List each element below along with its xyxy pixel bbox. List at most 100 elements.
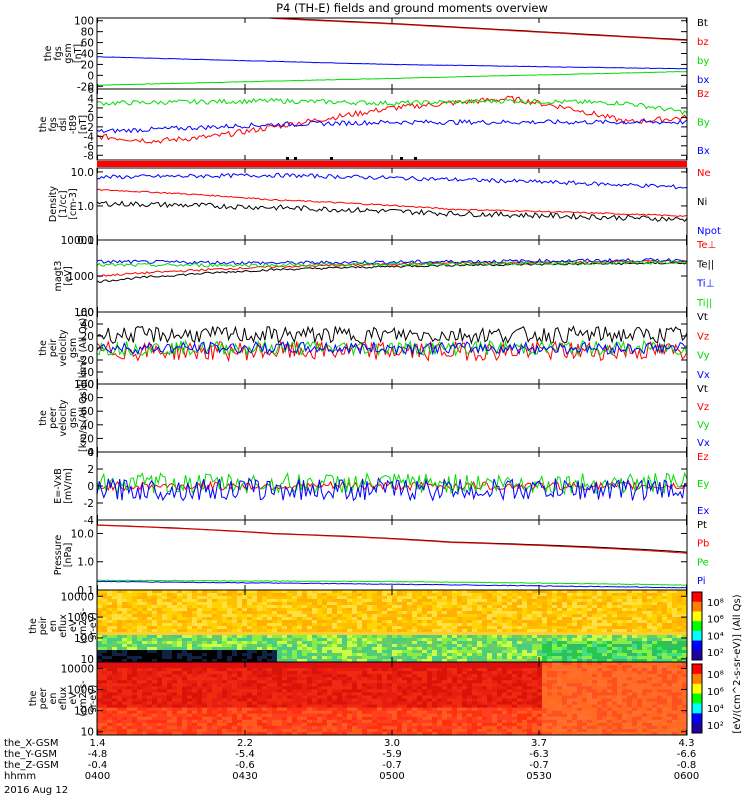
legend-entry: Ex: [697, 506, 709, 517]
y-tick-label: 60: [81, 406, 94, 418]
y-tick-label: -60: [77, 379, 94, 391]
ephemeris-footer: 2016 Aug 12 the_X-GSM 1.4 2.2 3.0 3.7 4.3 the_…: [4, 738, 699, 796]
footer-value: 3.0: [384, 738, 400, 749]
colorbar-tick-label: 10²: [707, 648, 724, 659]
legend-entry: bz: [697, 37, 709, 48]
colorbar-segment: [692, 693, 702, 704]
y-axis-label: peer: [48, 407, 59, 429]
colorbar-frame: [691, 663, 703, 734]
footer-value: -5.4: [235, 749, 255, 760]
series-group: [97, 325, 687, 363]
series-line-bx: [97, 56, 687, 70]
footer-value: 0430: [232, 771, 257, 782]
y-tick-label: 10: [81, 727, 94, 739]
legend-entry: Vz: [697, 331, 709, 342]
legend-entry: Npot: [697, 226, 721, 237]
footer-row-label: the_Y-GSM: [4, 749, 57, 760]
y-tick-label: 0: [87, 343, 94, 355]
legend-entry: bx: [697, 75, 709, 86]
footer-value: 0400: [85, 771, 110, 782]
series-line-bz: [262, 18, 687, 41]
y-tick-label: 1000: [67, 271, 94, 283]
y-tick-label: -8: [84, 150, 94, 162]
panel-8: 10.0 1.0 0.1 Pressure [nPa] Pt Pb Pe Pi: [53, 519, 709, 597]
legend-entry: Vt: [697, 384, 708, 395]
legend-entry: Vx: [697, 438, 710, 449]
y-tick-label: 40: [81, 319, 94, 331]
colorbar-1: 10⁸ 10⁶ 10⁴ 10²: [691, 591, 724, 661]
y-axis-label: the: [43, 46, 54, 62]
spectrogram: [97, 662, 687, 735]
series-line-Pi: [97, 580, 687, 589]
footer-value: -0.4: [88, 760, 108, 771]
y-tick-label: 20: [81, 331, 94, 343]
colorbar-segment: [692, 703, 702, 714]
series-group: [97, 524, 687, 589]
y-axis-label: (cm2-s-: [78, 680, 89, 716]
footer-value: 4.3: [679, 738, 695, 749]
y-tick-label: -2: [84, 122, 94, 134]
y-tick-label: 100: [74, 706, 94, 718]
colorbar-tick-label: 10⁸: [707, 598, 724, 609]
mode-marker: [294, 157, 297, 160]
panel-frame: [96, 88, 688, 161]
y-tick-label: 60: [81, 38, 94, 50]
mode-marker: [330, 157, 333, 160]
y-axis-label: [mV/m]: [63, 468, 74, 504]
series-line-Pe: [97, 579, 687, 586]
y-axis-label: eV: [68, 619, 79, 632]
y-tick-label: 1.0: [77, 201, 94, 213]
y-axis-label: the: [28, 618, 39, 634]
footer-value: -6.3: [529, 749, 549, 760]
y-tick-label: 0: [87, 447, 94, 459]
series-line-Bx: [97, 118, 687, 134]
footer-value: -6.6: [677, 749, 697, 760]
legend-entry: Vy: [697, 351, 710, 362]
y-tick-label: 10: [81, 654, 94, 666]
spectrogram: [97, 590, 687, 662]
colorbar-tick-label: 10⁶: [707, 615, 724, 626]
colorbar-tick-label: 10⁴: [707, 704, 724, 715]
y-axis-label: en: [48, 620, 59, 632]
y-tick-label: 80: [81, 393, 94, 405]
footer-value: -0.7: [382, 760, 402, 771]
y-axis-label: Density: [48, 186, 59, 222]
y-axis-label: peir: [38, 617, 49, 636]
footer-value: 0600: [674, 771, 699, 782]
series-line-Ni: [97, 200, 687, 223]
series-line-By: [97, 97, 687, 116]
series-line-Vx: [97, 340, 687, 356]
colorbar-tick-label: 10⁴: [707, 631, 724, 642]
y-axis-label: [nT]: [78, 115, 89, 134]
colorbar-segment: [692, 713, 702, 724]
legend-entry: Ez: [697, 452, 709, 463]
footer-value: 0500: [379, 771, 404, 782]
y-tick-label: 6: [87, 84, 94, 96]
y-axis-label: [cm-3]: [68, 188, 79, 219]
y-tick-label: 80: [81, 27, 94, 39]
mode-marker: [414, 157, 417, 160]
legend-entry: Ni: [697, 197, 707, 208]
panel-9: 10000 1000 100 10 the peir en eflux eV (cm2-s-sr-…: [28, 589, 688, 666]
legend-entry: Ti||: [696, 298, 712, 309]
y-tick-label: 0: [87, 70, 94, 82]
footer-value: -0.6: [235, 760, 255, 771]
y-tick-label: -4: [84, 131, 95, 143]
y-axis-label: [nPa]: [63, 543, 74, 568]
footer-row-label: hhmm: [4, 771, 36, 782]
footer-value: -0.7: [529, 760, 549, 771]
footer-value: 1.4: [90, 738, 106, 749]
colorbar-segment: [692, 611, 702, 622]
panel-frame: [96, 383, 688, 453]
colorbar-segment: [692, 683, 702, 694]
y-tick-label: 10000: [61, 591, 94, 603]
y-tick-label: -40: [77, 367, 94, 379]
series-line-Pb: [97, 524, 687, 554]
y-axis-label: [km/s (All Qs)]: [78, 314, 89, 382]
colorbar-tick-label: 10⁶: [707, 687, 724, 698]
y-axis-label: the: [38, 340, 49, 356]
colorbar-tick-label: 10⁸: [707, 670, 724, 681]
y-tick-label: -6: [84, 141, 95, 153]
